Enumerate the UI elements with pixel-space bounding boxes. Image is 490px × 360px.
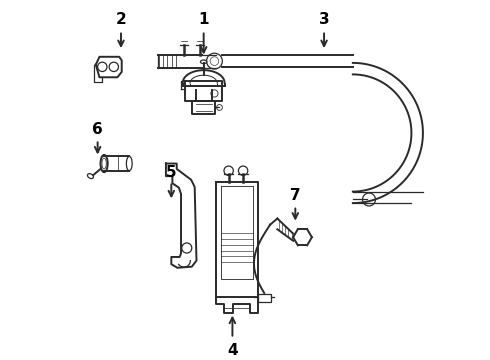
Text: 6: 6: [92, 122, 103, 137]
Text: 7: 7: [290, 188, 301, 203]
Bar: [258, 294, 270, 302]
Text: 1: 1: [198, 12, 209, 27]
Text: 5: 5: [166, 165, 176, 180]
Text: 2: 2: [116, 12, 126, 27]
Text: 4: 4: [227, 343, 238, 358]
Text: 3: 3: [319, 12, 329, 27]
